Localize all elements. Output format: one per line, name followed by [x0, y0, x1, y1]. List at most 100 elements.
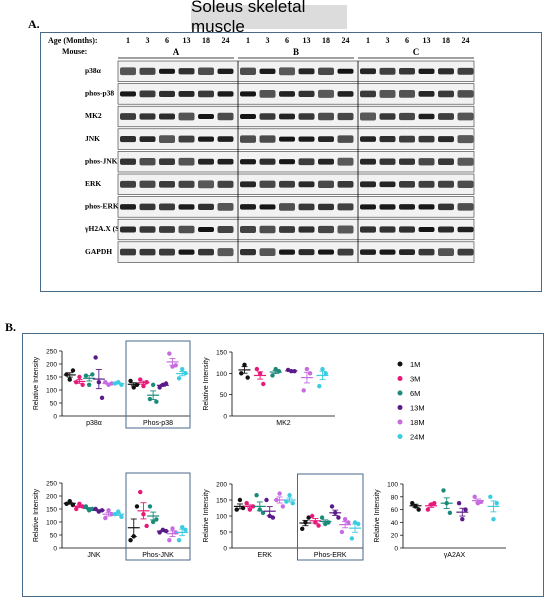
blot-band [337, 181, 354, 188]
mouse-group-label: C [413, 47, 420, 57]
blot-band [217, 68, 234, 75]
data-point [413, 504, 418, 509]
data-point [176, 376, 182, 381]
blot-band [217, 203, 234, 211]
blot-band [198, 136, 214, 142]
blot-band [259, 248, 276, 257]
blot-band [198, 226, 214, 233]
blot-band [298, 90, 315, 98]
blot-band [298, 203, 315, 211]
blot-band [139, 180, 156, 188]
blot-band [438, 180, 454, 188]
scatter-chart: 0 20 40 60 80 100 Relative Intensity γA2AX [374, 482, 506, 559]
data-point [67, 499, 72, 504]
age-tick-label: 3 [266, 36, 270, 45]
blot-band [159, 68, 175, 74]
blot-band [418, 68, 435, 74]
panel-a-letter: A. [28, 17, 40, 31]
age-tick-label: 6 [405, 36, 409, 45]
data-point [250, 504, 256, 509]
panel-b-frame [22, 333, 544, 597]
blot-band [159, 248, 175, 256]
blot-band [120, 113, 136, 120]
blot-band [379, 249, 396, 255]
age-tick-label: 3 [386, 36, 390, 45]
blot-strip [117, 218, 475, 241]
protein-label: phos-p38 [85, 89, 114, 98]
data-point [96, 380, 102, 385]
y-tick-label: 50 [50, 533, 58, 540]
data-point [173, 530, 178, 535]
blot-band [279, 113, 295, 120]
blot-band [240, 181, 256, 188]
data-point [306, 515, 311, 520]
blot-band [418, 135, 435, 143]
blot-band [457, 112, 474, 121]
blot-band [298, 249, 315, 256]
data-point [290, 501, 295, 506]
data-point [274, 497, 279, 503]
blot-band [457, 226, 474, 233]
blot-band [337, 225, 354, 234]
blot-band [159, 226, 175, 233]
scatter-chart: 0 50 100 150 200 250 Relative Intensity p38α Pho… [33, 340, 191, 429]
y-tick-label: 100 [387, 482, 398, 489]
blot-band [139, 226, 156, 233]
blot-band [298, 68, 315, 75]
data-point [74, 506, 79, 512]
blot-band [279, 226, 295, 233]
blot-band [198, 90, 214, 98]
blot-band [318, 203, 334, 211]
blot-band [399, 112, 415, 121]
data-point [112, 512, 118, 517]
blot-band [418, 180, 435, 188]
y-tick-label: 200 [46, 362, 57, 369]
blot-band [139, 136, 156, 143]
data-point [289, 369, 294, 374]
data-point [150, 382, 156, 387]
data-point [277, 491, 282, 496]
scatter-chart: 0 50 100 150 200 Relative Intensity ERK Phos-ER… [203, 473, 364, 561]
data-point [154, 517, 159, 522]
data-point [488, 494, 493, 499]
legend-label: 13M [410, 404, 425, 413]
blot-band [259, 135, 276, 143]
data-point [478, 499, 484, 505]
data-point [170, 526, 175, 531]
blot-band [337, 68, 354, 74]
y-axis-label: Relative Intensity [203, 357, 210, 411]
blot-band [318, 249, 334, 255]
blot-band [240, 248, 256, 256]
blot-band [360, 112, 376, 121]
blot-band [120, 158, 136, 165]
blot-band [139, 203, 156, 211]
data-point [147, 504, 153, 509]
blot-band [279, 67, 295, 76]
blot-band [399, 90, 415, 98]
data-point [183, 370, 188, 376]
blot-band [298, 113, 315, 120]
blot-band [337, 135, 354, 143]
blot-strip [117, 173, 475, 195]
blot-band [418, 90, 435, 97]
age-tick-label: 18 [322, 36, 330, 45]
blot-band [318, 89, 334, 98]
blot-band [259, 158, 276, 165]
data-point [147, 396, 153, 402]
protein-label: p38α [85, 66, 102, 75]
blot-band [337, 91, 354, 97]
age-tick-label: 6 [165, 36, 169, 45]
blot-band [178, 157, 195, 166]
blot-band [279, 180, 295, 188]
blot-band [418, 248, 435, 256]
data-point [183, 527, 188, 532]
data-point [131, 385, 136, 390]
y-axis-label: Relative Intensity [374, 489, 381, 543]
blot-band [457, 248, 474, 256]
data-point [463, 507, 468, 512]
age-tick-label: 24 [342, 36, 350, 45]
blot-band [399, 204, 415, 210]
data-point [131, 534, 136, 539]
blot-strip [117, 241, 475, 263]
data-point [273, 366, 278, 372]
